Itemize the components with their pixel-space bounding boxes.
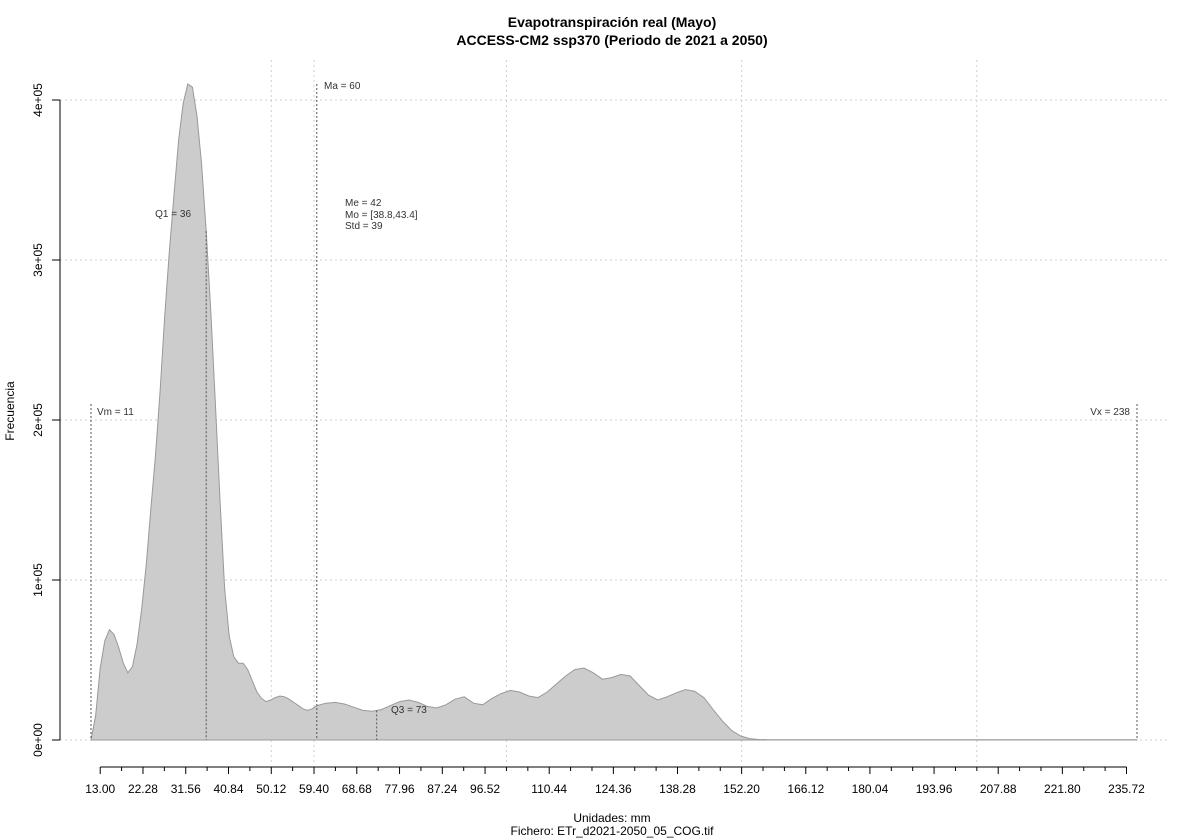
x-tick-label: 152.20: [723, 782, 760, 796]
stat-std: Std = 39: [345, 221, 383, 232]
x-tick-label: 31.56: [171, 782, 201, 796]
x-tick-label: 207.88: [980, 782, 1017, 796]
chart-title: Evapotranspiración real (Mayo): [508, 14, 717, 30]
y-tick-label: 2e+05: [31, 403, 45, 437]
x-tick-label: 77.96: [385, 782, 415, 796]
x-tick-label: 166.12: [787, 782, 824, 796]
q1-label: Q1 = 36: [155, 209, 191, 220]
x-tick-label: 110.44: [531, 782, 567, 796]
y-axis-label: Frecuencia: [3, 381, 17, 441]
y-tick-label: 0e+00: [31, 723, 45, 757]
x-tick-label: 87.24: [427, 782, 457, 796]
y-tick-label: 3e+05: [31, 243, 45, 277]
vm-label: Vm = 11: [97, 407, 134, 418]
y-tick-label: 4e+05: [31, 83, 45, 117]
x-tick-label: 59.40: [299, 782, 329, 796]
y-axis: 0e+00 1e+05 2e+05 3e+05 4e+05: [31, 83, 61, 757]
x-tick-label: 22.28: [128, 782, 158, 796]
density-area: [90, 83, 1138, 741]
x-tick-label: 68.68: [342, 782, 372, 796]
footer-filename: Fichero: ETr_d2021-2050_05_COG.tif: [511, 824, 715, 838]
x-tick-label: 124.36: [595, 782, 632, 796]
q3-label: Q3 = 73: [391, 705, 427, 716]
x-tick-label: 50.12: [256, 782, 286, 796]
ma-label: Ma = 60: [324, 81, 361, 92]
x-axis-label: Unidades: mm: [573, 811, 650, 825]
x-tick-label: 96.52: [470, 782, 500, 796]
x-tick-label: 193.96: [916, 782, 953, 796]
chart-subtitle: ACCESS-CM2 ssp370 (Periodo de 2021 a 205…: [456, 32, 767, 48]
x-tick-label: 180.04: [852, 782, 889, 796]
x-axis: 13.00 22.28 31.56 40.84 50.12 59.40 68.68 77.96…: [85, 766, 1145, 796]
x-tick-label: 40.84: [213, 782, 243, 796]
stat-mode: Mo = [38.8,43.4]: [345, 210, 418, 221]
y-tick-label: 1e+05: [31, 563, 45, 597]
vx-label: Vx = 238: [1090, 407, 1130, 418]
stat-markers: [90, 84, 1138, 740]
x-tick-label: 235.72: [1108, 782, 1145, 796]
x-tick-label: 138.28: [659, 782, 696, 796]
x-tick-label: 13.00: [85, 782, 115, 796]
stat-median: Me = 42: [345, 198, 382, 209]
x-tick-label: 221.80: [1044, 782, 1081, 796]
